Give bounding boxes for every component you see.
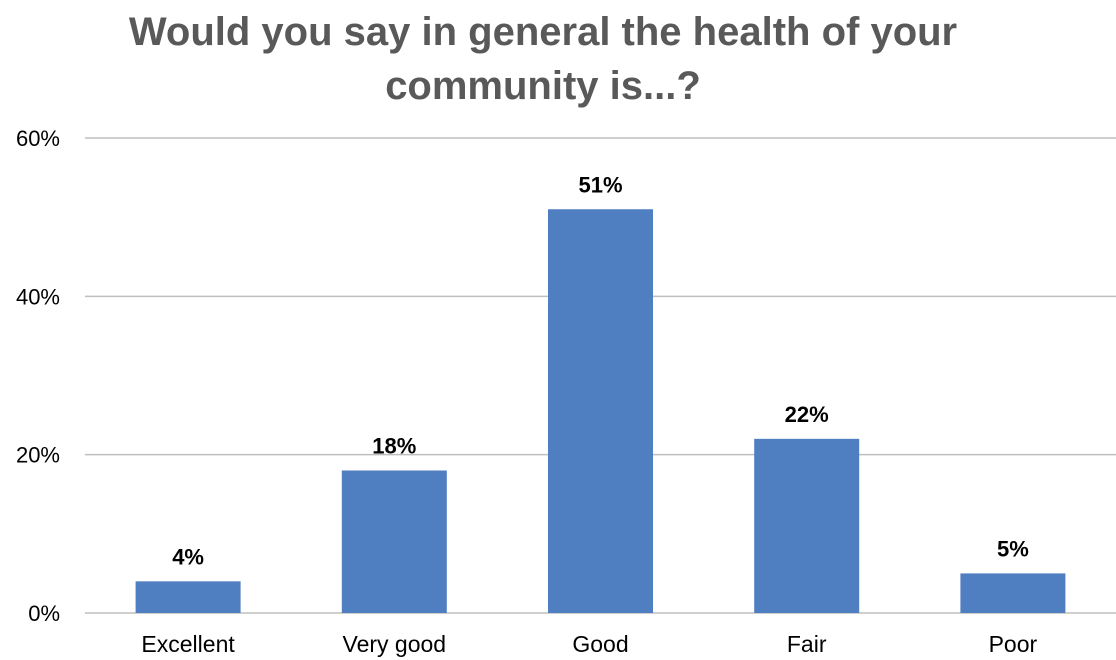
x-category-label: Fair	[787, 631, 827, 657]
bars	[135, 209, 1066, 613]
bar	[135, 581, 241, 613]
x-category-label: Excellent	[141, 631, 235, 657]
data-labels: 4% 18% 51% 22% 5%	[172, 172, 1029, 569]
bar	[341, 470, 447, 613]
y-tick-label: 20%	[16, 443, 60, 468]
data-label: 22%	[785, 402, 829, 427]
x-axis-categories: Excellent Very good Good Fair Poor	[141, 631, 1037, 657]
y-tick-label: 40%	[16, 284, 60, 309]
data-label: 51%	[578, 172, 622, 197]
bar	[754, 438, 860, 613]
data-label: 18%	[372, 434, 416, 459]
bar	[548, 209, 653, 613]
y-tick-label: 0%	[28, 601, 60, 626]
y-tick-label: 60%	[16, 126, 60, 151]
x-category-label: Very good	[343, 631, 447, 657]
chart-title-line-2: community is...?	[385, 64, 701, 108]
data-label: 4%	[172, 544, 204, 569]
chart-title-line-1: Would you say in general the health of y…	[129, 10, 957, 54]
y-axis-ticks: 0% 20% 40% 60%	[16, 126, 60, 626]
x-category-label: Good	[572, 631, 628, 657]
x-category-label: Poor	[989, 631, 1038, 657]
chart-title: Would you say in general the health of y…	[129, 10, 957, 108]
data-label: 5%	[997, 536, 1029, 561]
bar	[960, 573, 1066, 613]
